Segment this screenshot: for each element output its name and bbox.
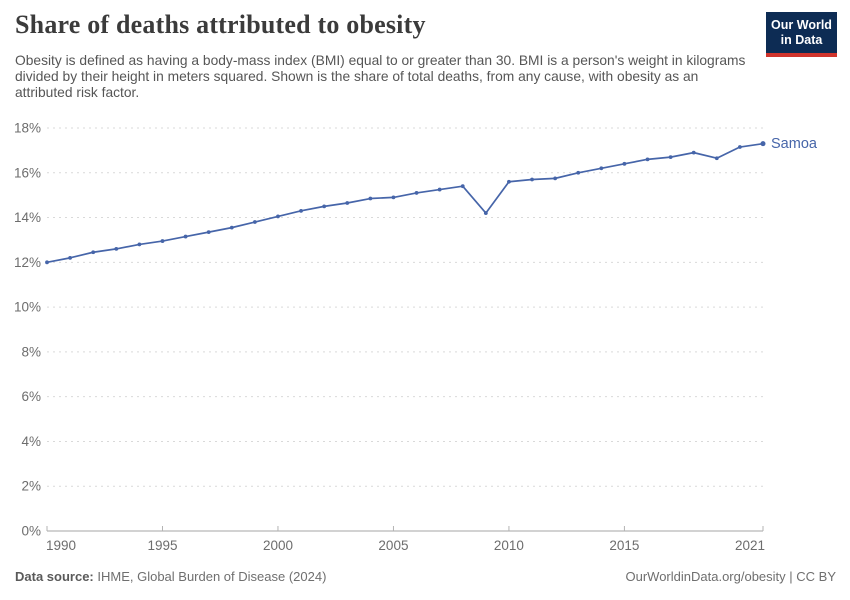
- data-point[interactable]: [391, 195, 396, 200]
- data-point[interactable]: [160, 239, 165, 243]
- data-point[interactable]: [345, 201, 350, 205]
- x-axis-label: 2005: [378, 538, 408, 553]
- owid-logo[interactable]: Our World in Data: [766, 12, 837, 57]
- owid-logo-box: Our World in Data: [766, 12, 837, 53]
- data-point[interactable]: [91, 250, 96, 255]
- owid-logo-red-bar: [766, 53, 837, 57]
- owid-logo-line2: in Data: [780, 33, 823, 47]
- chart-title: Share of deaths attributed to obesity: [15, 10, 426, 39]
- chart-footer: Data source: IHME, Global Burden of Dise…: [15, 569, 836, 584]
- data-point[interactable]: [437, 187, 442, 192]
- data-point[interactable]: [45, 260, 49, 265]
- series-line-samoa[interactable]: [46, 142, 764, 264]
- chart-subtitle: Obesity is defined as having a body-mass…: [15, 53, 746, 100]
- data-point[interactable]: [299, 208, 303, 213]
- y-axis-label: 2%: [21, 479, 41, 494]
- y-axis-label: 6%: [21, 389, 41, 404]
- data-point[interactable]: [368, 196, 373, 201]
- data-point[interactable]: [183, 234, 188, 239]
- data-point[interactable]: [483, 211, 488, 215]
- y-axis-label: 16%: [14, 165, 41, 180]
- data-point[interactable]: [137, 242, 142, 247]
- data-point[interactable]: [622, 161, 627, 166]
- owid-logo-line1: Our World: [771, 18, 832, 32]
- data-source-value: IHME, Global Burden of Disease (2024): [93, 569, 327, 584]
- footer-link[interactable]: OurWorldinData.org/obesity | CC BY: [625, 569, 837, 584]
- x-axis-label: 2010: [494, 538, 524, 553]
- data-point[interactable]: [599, 166, 604, 171]
- data-point[interactable]: [507, 179, 511, 184]
- y-axis-label: 18%: [14, 121, 41, 136]
- y-axis-label: 8%: [21, 344, 41, 359]
- y-axis-label: 4%: [21, 434, 41, 449]
- x-axis-label: 2000: [263, 538, 293, 553]
- data-point[interactable]: [738, 145, 742, 149]
- x-axis-label: 2021: [735, 538, 765, 553]
- data-point[interactable]: [414, 191, 419, 195]
- data-point[interactable]: [645, 157, 650, 162]
- y-axis-label: 14%: [14, 210, 41, 225]
- data-point[interactable]: [206, 230, 211, 235]
- data-point[interactable]: [691, 150, 696, 155]
- data-point[interactable]: [530, 177, 534, 182]
- y-axis-label: 12%: [14, 255, 41, 270]
- data-point[interactable]: [322, 204, 327, 209]
- data-point[interactable]: [553, 176, 558, 181]
- data-source[interactable]: Data source: IHME, Global Burden of Dise…: [15, 569, 326, 584]
- data-point[interactable]: [229, 225, 234, 230]
- data-point[interactable]: [668, 155, 673, 160]
- y-axis-label: 0%: [21, 524, 41, 539]
- data-source-label: Data source:: [15, 569, 94, 584]
- series-end-label: Samoa: [771, 136, 818, 152]
- data-point[interactable]: [114, 247, 119, 251]
- data-point[interactable]: [576, 170, 581, 175]
- x-axis-label: 1995: [147, 538, 177, 553]
- data-point[interactable]: [714, 156, 719, 161]
- data-point[interactable]: [252, 220, 257, 224]
- x-axis-label: 1990: [46, 538, 76, 553]
- data-point[interactable]: [276, 214, 280, 219]
- data-point[interactable]: [68, 255, 72, 260]
- x-axis-label: 2015: [609, 538, 639, 553]
- data-point[interactable]: [460, 184, 465, 189]
- data-point[interactable]: [760, 141, 766, 147]
- y-axis-label: 10%: [14, 300, 41, 315]
